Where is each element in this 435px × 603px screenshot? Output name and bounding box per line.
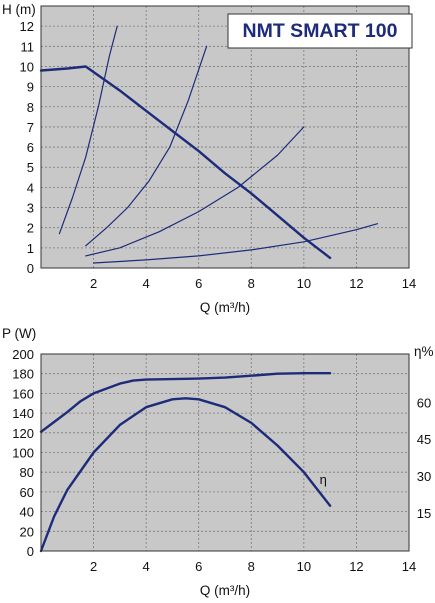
power-x-tick-label: 8 xyxy=(248,559,255,574)
power-curves: η xyxy=(39,372,332,553)
head-y-tick-label: 11 xyxy=(21,39,35,54)
power-y-tick-label: 40 xyxy=(20,505,34,520)
power-x-tick-label: 2 xyxy=(90,559,97,574)
head-y-tick-label: 2 xyxy=(27,221,34,236)
head-y-tick-label: 3 xyxy=(27,201,34,216)
system-curve-line xyxy=(92,223,379,264)
efficiency-line xyxy=(39,397,332,553)
efficiency-tick-label: 60 xyxy=(417,395,431,410)
head-y-tick-label: 7 xyxy=(27,120,34,135)
head-x-tick-label: 2 xyxy=(90,276,97,291)
power-y-tick-label: 60 xyxy=(20,485,34,500)
system-curve-line xyxy=(85,45,208,247)
head-x-axis-label: Q (m³/h) xyxy=(200,300,250,315)
efficiency-tick-label: 30 xyxy=(417,469,431,484)
head-x-tick-label: 10 xyxy=(297,276,311,291)
power-plot-frame xyxy=(40,353,410,552)
power-y-tick-label: 80 xyxy=(20,465,34,480)
head-y-tick-label: 0 xyxy=(27,261,34,276)
head-y-tick-label: 12 xyxy=(20,19,34,34)
head-y-tick-label: 10 xyxy=(20,59,34,74)
chart-title: NMT SMART 100 xyxy=(243,20,398,42)
power-line xyxy=(39,372,332,433)
efficiency-axis-label: η% xyxy=(414,344,434,359)
power-y-tick-label: 100 xyxy=(12,446,34,461)
head-y-tick-label: 8 xyxy=(27,100,34,115)
system-curve-line xyxy=(85,126,305,257)
head-y-axis-label: H (m) xyxy=(2,2,36,17)
power-y-tick-label: 200 xyxy=(12,347,34,362)
pump-curve-line xyxy=(39,65,332,260)
power-tick-labels: 2 4 6 8 10 12 14020406080100120140160180200153… xyxy=(12,347,431,574)
efficiency-tick-label: 15 xyxy=(417,506,431,521)
head-y-tick-label: 4 xyxy=(27,180,34,195)
head-curves xyxy=(39,25,379,264)
power-x-tick-label: 14 xyxy=(402,559,416,574)
power-chart: η 2 4 6 8 10 12 140204060801001201401601802001… xyxy=(2,326,434,598)
power-x-tick-label: 4 xyxy=(143,559,150,574)
power-x-tick-label: 12 xyxy=(349,559,363,574)
efficiency-tick-label: 45 xyxy=(417,432,431,447)
power-x-tick-label: 6 xyxy=(195,559,202,574)
power-y-tick-label: 160 xyxy=(12,386,34,401)
head-y-tick-label: 5 xyxy=(27,160,34,175)
head-plot-area xyxy=(41,6,409,268)
chart-title-box xyxy=(227,13,413,49)
head-y-tick-label: 9 xyxy=(27,80,34,95)
power-y-tick-label: 0 xyxy=(27,544,34,559)
head-x-tick-label: 4 xyxy=(143,276,150,291)
head-y-tick-label: 1 xyxy=(27,241,34,256)
efficiency-curve-label: η xyxy=(320,472,327,487)
head-x-tick-label: 6 xyxy=(195,276,202,291)
power-y-tick-label: 20 xyxy=(20,524,34,539)
power-y-tick-label: 140 xyxy=(12,406,34,421)
power-gridlines xyxy=(41,354,409,551)
power-y-tick-label: 120 xyxy=(12,426,34,441)
power-x-axis-label: Q (m³/h) xyxy=(200,583,250,598)
power-y-axis-label: P (W) xyxy=(2,326,36,341)
head-plot-frame xyxy=(40,5,410,269)
system-curve-line xyxy=(58,25,118,235)
power-y-tick-label: 180 xyxy=(12,367,34,382)
head-x-tick-label: 8 xyxy=(248,276,255,291)
head-y-tick-label: 6 xyxy=(27,140,34,155)
head-x-tick-label: 12 xyxy=(349,276,363,291)
head-x-tick-label: 14 xyxy=(402,276,416,291)
power-x-tick-label: 10 xyxy=(297,559,311,574)
